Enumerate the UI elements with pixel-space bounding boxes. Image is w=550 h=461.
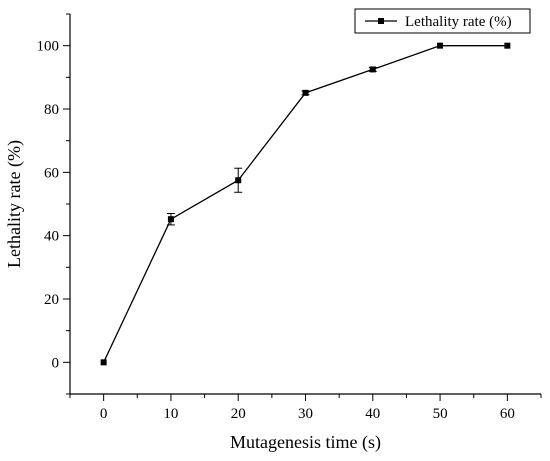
y-tick-label: 0 — [52, 355, 60, 371]
x-tick-label: 20 — [231, 406, 246, 422]
data-point — [302, 89, 309, 96]
ticks: 0 10 20 30 40 50 60 0 20 40 60 80 100 — [37, 13, 542, 422]
data-point — [167, 216, 174, 223]
y-axis-title: Lethality rate (%) — [4, 140, 25, 268]
y-tick-label: 80 — [44, 102, 59, 118]
data-point — [100, 359, 107, 366]
x-tick-label: 40 — [365, 406, 380, 422]
y-tick-label: 40 — [44, 229, 59, 245]
legend: Lethality rate (%) — [354, 8, 531, 34]
data-point — [437, 42, 444, 49]
legend-marker — [378, 18, 384, 24]
axes — [69, 14, 541, 395]
x-axis-title: Mutagenesis time (s) — [230, 432, 381, 453]
data-point — [504, 42, 511, 49]
y-tick-label: 100 — [37, 39, 60, 55]
y-tick-label: 20 — [44, 292, 59, 308]
series — [100, 42, 511, 366]
x-tick-label: 30 — [298, 406, 313, 422]
legend-label: Lethality rate (%) — [405, 14, 512, 30]
data-point — [235, 177, 242, 184]
x-tick-label: 0 — [100, 406, 108, 422]
x-tick-label: 10 — [163, 406, 178, 422]
data-point — [369, 66, 376, 73]
y-tick-label: 60 — [44, 165, 59, 181]
x-tick-label: 50 — [433, 406, 448, 422]
x-tick-label: 60 — [500, 406, 515, 422]
